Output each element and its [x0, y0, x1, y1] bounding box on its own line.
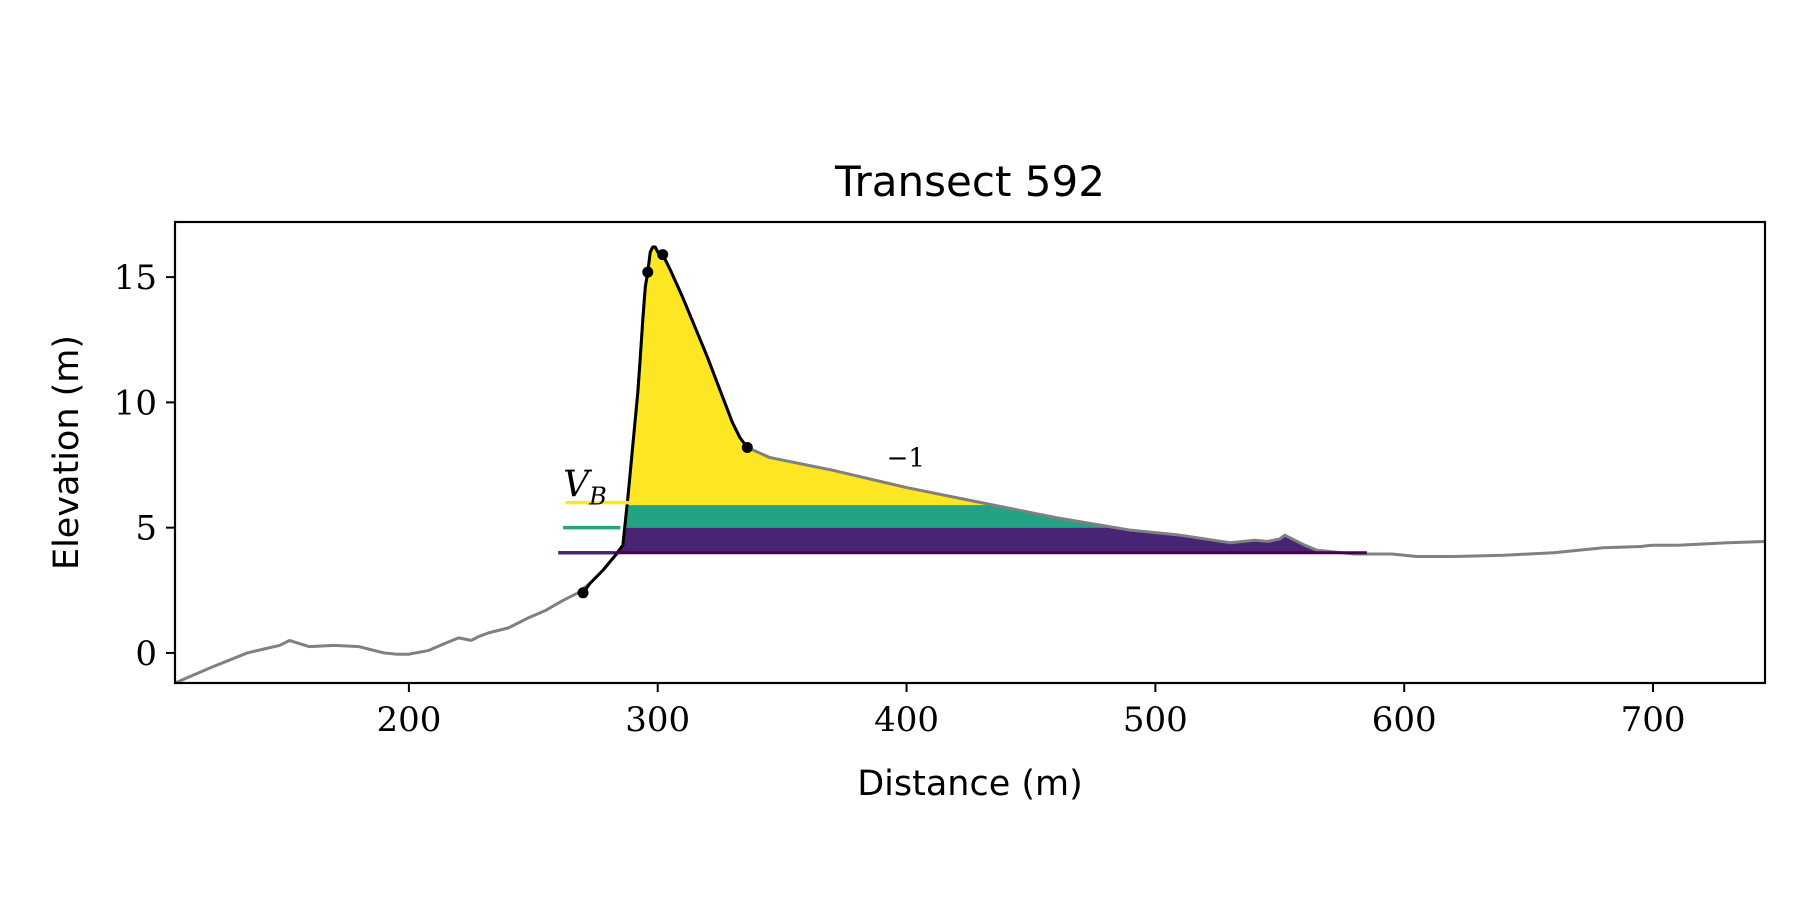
plot-frame [173, 220, 1767, 685]
dune-point [642, 266, 654, 278]
y-tick-label: 10 [114, 383, 157, 423]
x-tick-label: 200 [376, 700, 441, 740]
volume-band-2 [583, 505, 1367, 528]
profile-lines [174, 245, 1766, 685]
fill-areas [583, 247, 1367, 593]
chart-title: Transect 592 [834, 157, 1105, 206]
x-axis-ticks: 200 300 400 500 600 700 [376, 683, 1685, 740]
y-tick-label: 15 [114, 258, 157, 298]
dune-point [657, 249, 669, 261]
x-tick-label: 400 [874, 700, 939, 740]
dune-markers [577, 249, 753, 599]
x-axis-title: Distance (m) [857, 764, 1083, 804]
y-tick-label: 5 [135, 509, 157, 549]
y-tick-label: 0 [135, 634, 157, 674]
dune-point [577, 587, 589, 599]
annotations: VB −1 [558, 444, 1367, 555]
x-tick-label: 600 [1372, 700, 1437, 740]
toe-shade-group [583, 552, 621, 593]
dune-outline-line [581, 245, 749, 594]
x-tick-label: 700 [1621, 700, 1686, 740]
x-tick-label: 500 [1123, 700, 1188, 740]
dune-point [741, 441, 753, 453]
annotation-label-2: −1 [887, 444, 925, 474]
toe-shade [583, 552, 621, 593]
y-axis-title: Elevation (m) [47, 335, 87, 570]
volume-bands [583, 247, 1367, 553]
y-axis-ticks: 0 5 10 15 [114, 258, 175, 674]
x-tick-label: 300 [625, 700, 690, 740]
profile-line [174, 245, 1766, 685]
volume-band-1 [583, 247, 1367, 506]
annotation-label-1: VB [563, 465, 607, 511]
